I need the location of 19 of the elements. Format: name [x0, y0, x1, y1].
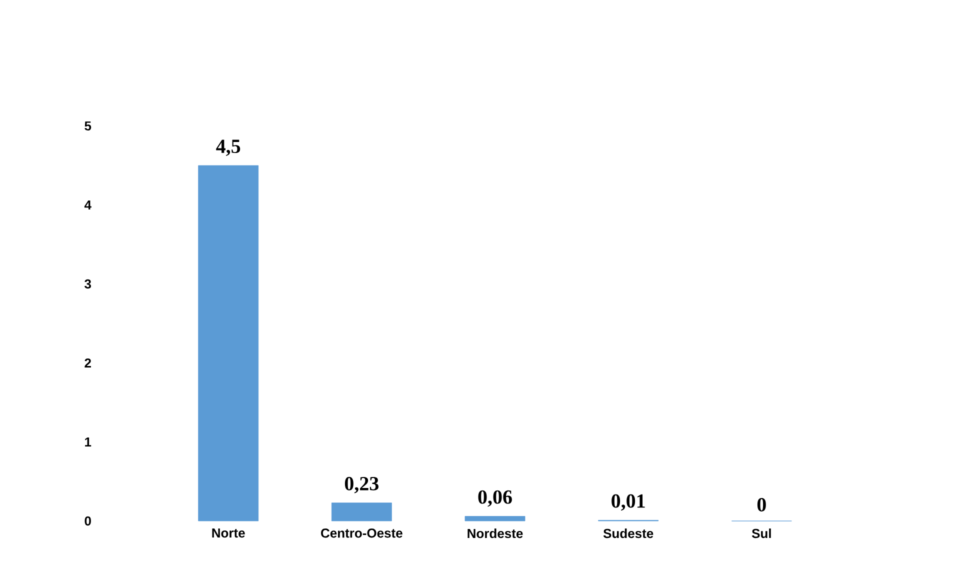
x-tick-label: Nordeste — [468, 528, 523, 538]
y-tick-label: 5 — [84, 121, 92, 131]
data-label: 0,01 — [612, 494, 645, 511]
x-tick-label: Sul — [752, 528, 771, 538]
x-tick-label: Centro-Oeste — [321, 528, 402, 538]
data-label: 4,5 — [216, 140, 240, 156]
bar — [198, 165, 259, 522]
x-tick-label: Sudeste — [603, 528, 654, 538]
y-tick-label: 2 — [84, 358, 91, 368]
data-label: 0 — [757, 498, 766, 512]
x-tick-label: Norte — [212, 528, 245, 538]
bar — [331, 502, 392, 522]
y-tick-label: 0 — [84, 516, 91, 526]
bar — [464, 516, 526, 522]
data-label: 0,23 — [344, 476, 378, 494]
y-tick-label: 4 — [84, 200, 92, 210]
y-tick-label: 1 — [85, 438, 92, 446]
data-label: 0,06 — [478, 490, 512, 507]
y-tick-label: 3 — [84, 279, 92, 289]
